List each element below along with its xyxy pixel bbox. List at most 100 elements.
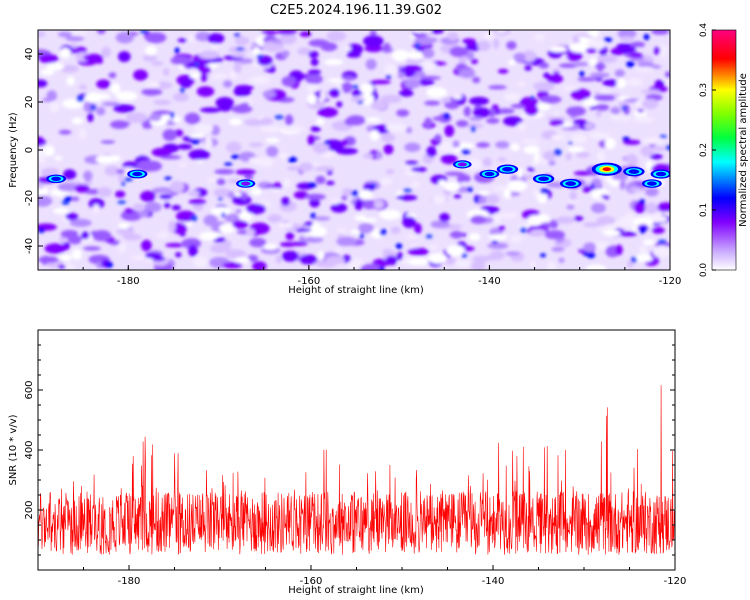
heatmap-cell (299, 254, 318, 265)
heatmap-cell (69, 218, 92, 227)
heatmap-cell (586, 252, 596, 259)
heatmap-cell (325, 180, 335, 186)
heatmap-cell (58, 254, 73, 261)
heatmap-cell (651, 30, 670, 35)
heatmap-y-ticks: -40 -20 0 20 40 (24, 48, 43, 254)
heatmap-cell (407, 247, 430, 256)
heatmap-y-tick-label: 20 (24, 96, 35, 109)
snr-y-tick-label: 600 (24, 380, 35, 399)
heatmap-cell (492, 38, 500, 50)
heatmap-cell (459, 182, 473, 187)
heatmap-cell (305, 74, 323, 84)
heatmap-cell (235, 169, 256, 176)
heatmap-cell (523, 145, 540, 154)
heatmap-cell (508, 59, 516, 66)
heatmap-cell (408, 257, 430, 266)
snr-series-line (38, 385, 675, 555)
heatmap-cell (477, 40, 491, 52)
heatmap-cell (317, 107, 339, 118)
heatmap-cell (142, 124, 153, 129)
heatmap-cell (659, 134, 667, 139)
heatmap-x-tick-label: -120 (659, 276, 682, 287)
heatmap-cell (141, 239, 152, 252)
heatmap-cell (235, 209, 243, 214)
heatmap-cell (583, 242, 597, 253)
heatmap-cell (497, 68, 509, 74)
heatmap-cell (653, 146, 666, 152)
heatmap-cell (462, 38, 476, 45)
heatmap-cell (221, 212, 226, 218)
heatmap-cell (533, 152, 540, 164)
heatmap-cell (617, 30, 637, 39)
heatmap-cell (498, 225, 505, 231)
heatmap-cell (335, 248, 342, 253)
heatmap-cell (370, 79, 391, 85)
heatmap-cell (616, 78, 627, 89)
heatmap-cell (315, 175, 326, 185)
heatmap-cell (510, 235, 523, 243)
colorbar-label: Normalized spectral amplitude (738, 73, 749, 227)
heatmap-cell (189, 72, 203, 80)
heatmap-cell (87, 112, 94, 123)
heatmap-hotspot (132, 171, 143, 177)
heatmap-cell (122, 233, 142, 241)
heatmap-cell (405, 126, 413, 134)
heatmap-cell (469, 96, 490, 106)
heatmap-cell (139, 30, 149, 34)
heatmap-cell (38, 31, 46, 38)
heatmap-cell (310, 58, 319, 66)
heatmap-cell (470, 215, 487, 225)
heatmap-cell (83, 246, 101, 251)
heatmap-cell (279, 242, 297, 247)
heatmap-cell (370, 100, 387, 111)
heatmap-cell (632, 156, 639, 165)
colorbar-tick-label: 0.2 (699, 143, 709, 157)
heatmap-x-ticks: -180 -160 -140 -120 (82, 30, 682, 287)
heatmap-cell (380, 94, 402, 104)
heatmap-cell (470, 125, 476, 132)
snr-panel: -180 -160 -140 -120 200 400 600 Height of str… (8, 329, 686, 596)
heatmap-cell (491, 240, 498, 244)
heatmap-cell (116, 91, 138, 101)
heatmap-cell (619, 36, 635, 42)
heatmap-cell (568, 42, 590, 53)
heatmap-cell (211, 42, 218, 50)
heatmap-cell (351, 190, 359, 197)
heatmap-cell (590, 183, 595, 188)
heatmap-cell (359, 232, 364, 239)
heatmap-cell (566, 204, 575, 210)
heatmap-cell (472, 76, 481, 84)
heatmap-cell (214, 169, 235, 175)
heatmap-cell (308, 50, 319, 59)
heatmap-cell (92, 204, 100, 214)
snr-x-tick-label: -160 (300, 576, 323, 587)
heatmap-cell (275, 255, 282, 264)
snr-y-tick-label: 200 (24, 500, 35, 519)
heatmap-cell (651, 226, 665, 234)
heatmap-cell (470, 58, 478, 65)
heatmap-cell (566, 106, 586, 117)
heatmap-cell (643, 33, 650, 41)
heatmap-cell (337, 228, 347, 233)
heatmap-cell (633, 201, 646, 214)
heatmap-cell (385, 255, 398, 266)
heatmap-cell (471, 261, 486, 270)
heatmap-cell (382, 248, 392, 256)
heatmap-cell (385, 74, 392, 79)
heatmap-cell (382, 42, 391, 53)
heatmap-cell (297, 47, 312, 56)
heatmap-cell (115, 31, 134, 44)
heatmap-cell (571, 134, 588, 144)
heatmap-cell (177, 143, 193, 150)
heatmap-cell (235, 47, 245, 51)
heatmap-cell (361, 93, 375, 106)
heatmap-cell (397, 71, 405, 79)
heatmap-cell (203, 214, 218, 226)
snr-y-tick-label: 400 (24, 440, 35, 459)
heatmap-cell (152, 187, 173, 195)
heatmap-cell (231, 104, 253, 114)
heatmap-cell (169, 180, 185, 193)
heatmap-cell (430, 220, 450, 229)
heatmap-cell (216, 178, 226, 186)
